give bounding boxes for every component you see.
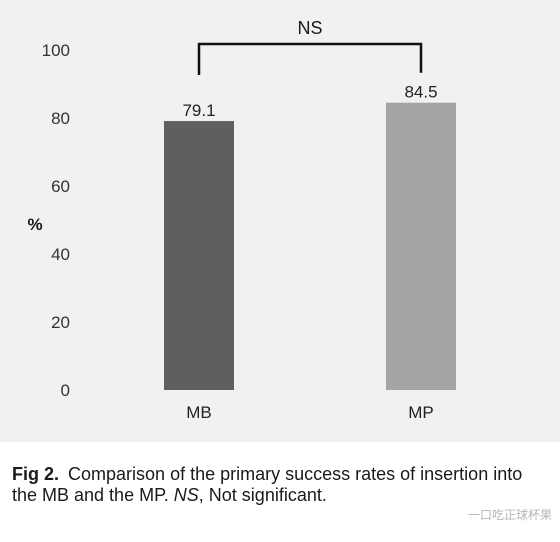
bar-chart: 0 20 40 60 80 100% 79.1 MB 84.5 MP NS [27, 18, 456, 422]
data-label-mb: 79.1 [182, 101, 215, 120]
bar-mb [164, 121, 234, 390]
y-tick-label: 40 [51, 245, 70, 264]
y-axis-label: % [27, 215, 42, 234]
y-tick-label: 80 [51, 109, 70, 128]
significance-bracket [197, 42, 423, 76]
x-tick-label-mb: MB [186, 403, 212, 422]
x-tick-label-mp: MP [408, 403, 434, 422]
watermark: 一口吃正球杯果 [467, 508, 552, 522]
figure-caption: Fig 2. Comparison of the primary success… [12, 464, 548, 506]
chart-panel: 0 20 40 60 80 100% 79.1 MB 84.5 MP NS [0, 0, 560, 442]
y-tick-label: 20 [51, 313, 70, 332]
significance-label: NS [297, 18, 322, 38]
y-tick-label: 0 [61, 381, 70, 400]
caption-text-end: , Not significant. [198, 485, 327, 505]
caption-label: Fig 2. [12, 464, 60, 484]
bar-mp [386, 102, 456, 390]
caption-abbreviation: NS [173, 485, 199, 505]
data-label-mp: 84.5 [404, 83, 437, 102]
caption-text: Comparison of the primary success rates … [12, 464, 523, 505]
y-tick-label: 100 [42, 41, 70, 60]
y-tick-label: 60 [51, 177, 70, 196]
